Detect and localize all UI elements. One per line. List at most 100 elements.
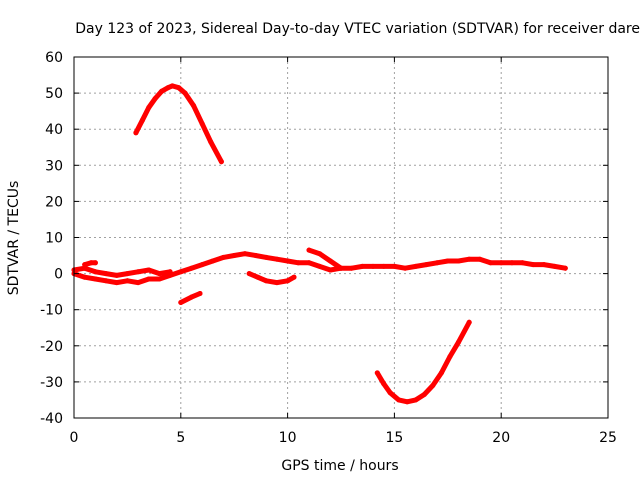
data-point <box>208 139 214 145</box>
y-tick-label: 0 <box>54 267 63 283</box>
data-point <box>135 280 141 286</box>
data-point <box>176 85 182 91</box>
data-point <box>92 276 98 282</box>
data-point <box>210 258 216 264</box>
data-point <box>146 267 152 273</box>
data-point <box>562 265 568 271</box>
data-point <box>488 260 493 266</box>
data-point <box>189 265 194 271</box>
data-point <box>434 260 440 266</box>
data-point <box>274 256 280 262</box>
data-point <box>413 263 419 269</box>
data-point <box>169 83 175 89</box>
data-point <box>509 260 515 266</box>
data-point <box>218 159 224 165</box>
data-point <box>438 370 444 376</box>
data-point <box>421 392 427 397</box>
y-tick-label: 40 <box>45 122 63 138</box>
data-point <box>92 269 98 275</box>
data-point <box>381 263 387 269</box>
data-point <box>520 260 526 266</box>
data-point <box>306 260 312 266</box>
x-tick-label: 15 <box>385 430 403 446</box>
data-point <box>255 274 261 280</box>
y-tick-label: -30 <box>40 375 63 391</box>
data-point <box>477 256 483 262</box>
data-point <box>114 280 120 286</box>
data-point <box>156 271 162 277</box>
data-point <box>285 258 291 264</box>
data-point <box>391 263 397 269</box>
data-point <box>402 265 408 271</box>
data-point <box>103 271 109 277</box>
data-point <box>404 399 410 405</box>
data-point <box>156 276 162 282</box>
data-point <box>317 263 323 269</box>
data-point <box>253 253 259 258</box>
data-point <box>133 130 139 136</box>
y-tick-label: -40 <box>40 411 63 427</box>
data-point <box>167 269 173 275</box>
data-point <box>82 262 88 268</box>
chart-title: Day 123 of 2023, Sidereal Day-to-day VTE… <box>75 21 640 37</box>
data-point <box>135 269 141 275</box>
data-point <box>231 253 237 258</box>
data-point <box>103 278 109 284</box>
data-point <box>349 265 355 271</box>
series-baseline-track-b <box>71 265 173 278</box>
data-point <box>359 263 365 269</box>
data-point <box>182 90 188 96</box>
data-point <box>498 260 504 266</box>
data-point <box>178 300 184 305</box>
data-point <box>466 256 472 262</box>
data-point <box>274 280 280 286</box>
y-tick-label: -10 <box>40 303 63 319</box>
data-point <box>82 265 88 271</box>
data-point <box>317 251 323 257</box>
y-tick-label: 30 <box>45 158 63 174</box>
x-axis-label: GPS time / hours <box>281 458 398 474</box>
y-axis-label: SDTVAR / TECUs <box>6 181 22 296</box>
data-point <box>466 319 472 325</box>
data-point <box>242 251 248 257</box>
data-point <box>246 271 252 277</box>
data-point <box>338 265 344 271</box>
data-point <box>413 397 419 403</box>
data-point <box>159 88 165 94</box>
data-point <box>146 105 152 110</box>
data-point <box>197 291 203 296</box>
data-point <box>82 274 88 280</box>
x-tick-label: 5 <box>176 430 185 446</box>
data-point <box>552 263 558 269</box>
data-point <box>430 383 436 388</box>
series-group <box>71 83 568 405</box>
x-tick-label: 10 <box>279 430 297 446</box>
data-point <box>387 390 393 396</box>
data-point <box>423 262 429 268</box>
data-point <box>199 121 205 127</box>
data-point <box>152 96 158 101</box>
y-tick-label: 10 <box>45 231 63 247</box>
data-point <box>530 262 536 268</box>
y-tick-label: 20 <box>45 194 63 210</box>
data-point <box>199 262 205 268</box>
data-point <box>124 278 130 284</box>
y-tick-label: 50 <box>45 86 63 102</box>
data-point <box>146 276 152 282</box>
data-point <box>114 272 120 278</box>
data-point <box>306 247 312 253</box>
data-point <box>396 397 402 403</box>
data-point <box>178 269 184 275</box>
data-point <box>92 260 98 266</box>
grid <box>74 57 608 418</box>
y-tick-label: 60 <box>45 50 63 66</box>
data-point <box>165 85 171 91</box>
x-tick-label: 0 <box>70 430 79 446</box>
y-axis: -40 -30 -20 -10 0 10 20 30 40 50 60 <box>40 50 608 427</box>
data-point <box>124 271 130 277</box>
data-point <box>263 278 269 284</box>
data-point <box>456 339 461 345</box>
series-arc-high <box>133 83 224 165</box>
data-point <box>374 370 380 376</box>
